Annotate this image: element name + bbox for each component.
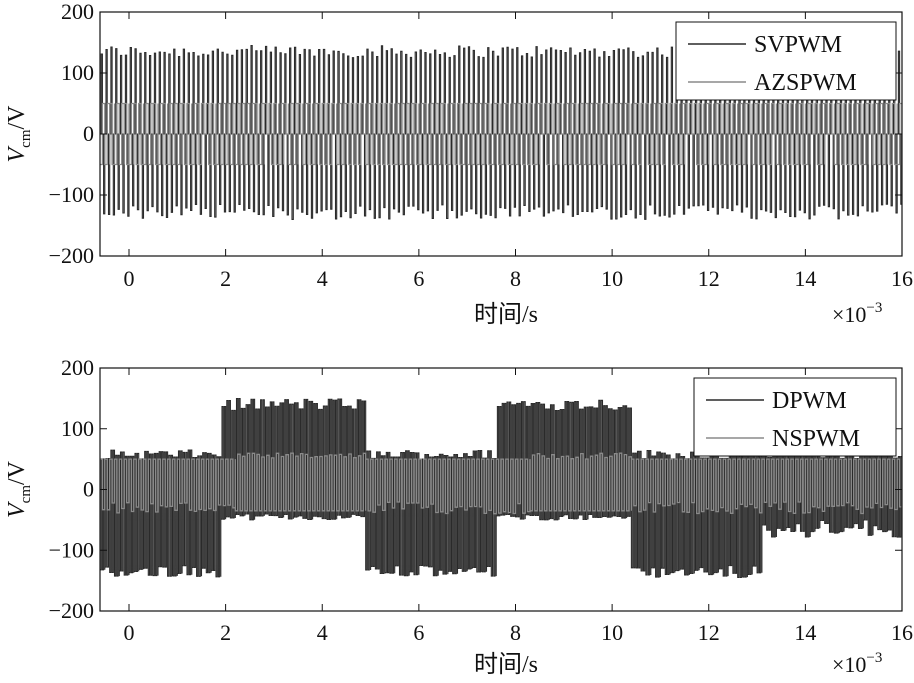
x-tick-label: 10 bbox=[601, 266, 623, 291]
series-line-dpwm bbox=[100, 397, 902, 579]
x-axis-label: 时间/s bbox=[474, 651, 538, 678]
legend: SVPWM AZSPWM bbox=[675, 21, 897, 101]
x-tick-label: 8 bbox=[510, 620, 521, 645]
legend-label: DPWM bbox=[772, 388, 847, 414]
x-tick-label: 8 bbox=[510, 266, 521, 291]
y-tick-label: 200 bbox=[61, 355, 94, 380]
y-tick-label: −200 bbox=[49, 243, 94, 268]
x-tick-label: 2 bbox=[220, 266, 231, 291]
y-axis-label: Vcm/V bbox=[4, 105, 34, 163]
x-tick-label: 6 bbox=[413, 266, 424, 291]
y-tick-label: −100 bbox=[49, 182, 94, 207]
y-tick-label: 0 bbox=[83, 477, 94, 502]
x-tick-label: 14 bbox=[794, 266, 816, 291]
x-exponent-label: ×10−3 bbox=[832, 300, 882, 327]
y-tick-label: 0 bbox=[83, 121, 94, 146]
y-tick-label: 100 bbox=[61, 416, 94, 441]
plot-lines bbox=[100, 45, 902, 220]
x-axis-label: 时间/s bbox=[474, 301, 538, 328]
x-exponent-label: ×10−3 bbox=[832, 650, 882, 677]
x-tick-label: 12 bbox=[698, 266, 720, 291]
x-tick-label: 4 bbox=[317, 620, 328, 645]
y-axis-label: Vcm/V bbox=[4, 460, 34, 518]
x-tick-label: 0 bbox=[123, 620, 134, 645]
y-tick-label: −100 bbox=[49, 537, 94, 562]
y-tick-label: 200 bbox=[61, 0, 94, 24]
panel-bottom: 200 100 0 −100 −200 0 2 4 6 8 10 12 14 16 时间/s ×10−3 Vcm… bbox=[4, 355, 913, 678]
panel-top: 200 100 0 −100 −200 0 2 4 6 8 10 12 14 16 时间/s ×10−3 Vcm… bbox=[4, 0, 913, 328]
x-tick-label: 12 bbox=[698, 620, 720, 645]
x-tick-label: 10 bbox=[601, 620, 623, 645]
series-line-nspwm bbox=[100, 452, 902, 515]
legend: DPWM NSPWM bbox=[693, 377, 897, 457]
x-tick-label: 14 bbox=[794, 620, 816, 645]
legend-label: AZSPWM bbox=[754, 70, 857, 96]
y-tick-label: −200 bbox=[49, 598, 94, 623]
x-tick-label: 16 bbox=[891, 266, 913, 291]
plot-lines bbox=[100, 397, 902, 579]
legend-label: SVPWM bbox=[754, 32, 842, 58]
legend-label: NSPWM bbox=[772, 426, 860, 452]
x-tick-label: 16 bbox=[891, 620, 913, 645]
x-tick-label: 6 bbox=[413, 620, 424, 645]
y-tick-label: 100 bbox=[61, 60, 94, 85]
series-line-azspwm bbox=[100, 102, 902, 166]
x-tick-label: 4 bbox=[317, 266, 328, 291]
x-tick-label: 2 bbox=[220, 620, 231, 645]
x-tick-label: 0 bbox=[123, 266, 134, 291]
